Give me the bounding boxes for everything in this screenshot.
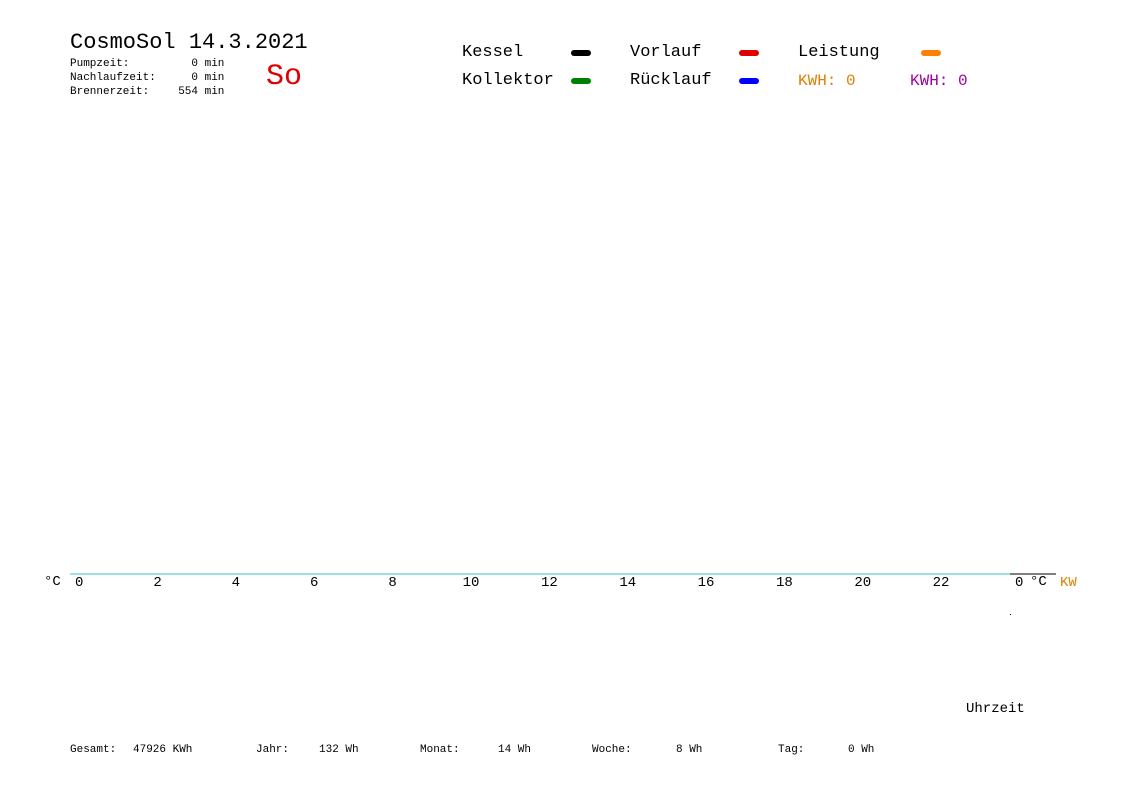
footer-gesamt-label: Gesamt:	[70, 744, 117, 756]
y-axis-label-right: °C	[1030, 574, 1047, 590]
x-tick-label: 22	[932, 575, 950, 591]
stat-value: 0	[191, 58, 198, 70]
x-tick-label: 20	[854, 575, 872, 591]
stat-pumpzeit: Pumpzeit: 0 min	[70, 58, 224, 70]
footer-gesamt-value: 47926 KWh	[133, 744, 193, 756]
legend-label-ruecklauf: Rücklauf	[630, 71, 712, 90]
stat-value: 0	[191, 72, 198, 84]
kwh-leistung: KWH: 0	[798, 72, 856, 90]
stat-unit: min	[204, 72, 225, 84]
footer-woche-label: Woche:	[592, 744, 632, 756]
footer-jahr-label: Jahr:	[256, 744, 290, 756]
stat-label: Pumpzeit:	[70, 58, 130, 70]
legend-label-vorlauf: Vorlauf	[630, 43, 702, 62]
stat-label: Nachlaufzeit:	[70, 72, 156, 84]
footer-tag-value: 0 Wh	[848, 744, 875, 756]
kwh-total: KWH: 0	[910, 72, 968, 90]
legend-swatch-kollektor	[571, 78, 591, 84]
legend-label-kessel: Kessel	[462, 43, 524, 62]
x-tick-label: 6	[310, 575, 319, 591]
x-tick-label: 16	[697, 575, 715, 591]
stat-unit: min	[204, 86, 225, 98]
footer-woche-value: 8 Wh	[676, 744, 703, 756]
x-tick-label: 14	[619, 575, 637, 591]
stat-value: 554	[178, 86, 198, 98]
data-point	[1010, 614, 1011, 615]
x-tick-label: 8	[388, 575, 397, 591]
x-tick-label: 0	[75, 575, 84, 591]
x-tick-label: 4	[231, 575, 241, 591]
x-tick-label: 0	[1015, 575, 1024, 591]
x-tick-label: 12	[541, 575, 558, 591]
footer-jahr-value: 132 Wh	[319, 744, 359, 756]
x-tick-label: 2	[153, 575, 162, 591]
y-axis-label-left: °C	[44, 574, 61, 590]
stat-brennerzeit: Brennerzeit: 554 min	[70, 86, 224, 98]
weekday-label: So	[266, 60, 303, 94]
legend-swatch-ruecklauf	[739, 78, 759, 84]
legend-swatch-vorlauf	[739, 50, 759, 56]
stat-nachlaufzeit: Nachlaufzeit: 0 min	[70, 72, 224, 84]
chart-marks	[70, 573, 1056, 615]
x-axis-label: Uhrzeit	[966, 701, 1025, 717]
legend-label-kollektor: Kollektor	[462, 71, 554, 90]
footer-monat-value: 14 Wh	[498, 744, 532, 756]
stat-unit: min	[204, 58, 225, 70]
x-tick-label: 10	[462, 575, 480, 591]
legend-swatch-leistung	[921, 50, 941, 56]
x-tick-label: 18	[776, 575, 793, 591]
page-title: CosmoSol 14.3.2021	[70, 30, 308, 55]
legend-label-leistung: Leistung	[798, 43, 880, 62]
y-axis-label-kw: KW	[1060, 575, 1077, 591]
footer-tag-label: Tag:	[778, 744, 805, 756]
footer-monat-label: Monat:	[420, 744, 460, 756]
stat-label: Brennerzeit:	[70, 86, 150, 98]
legend-swatch-kessel	[571, 50, 591, 56]
